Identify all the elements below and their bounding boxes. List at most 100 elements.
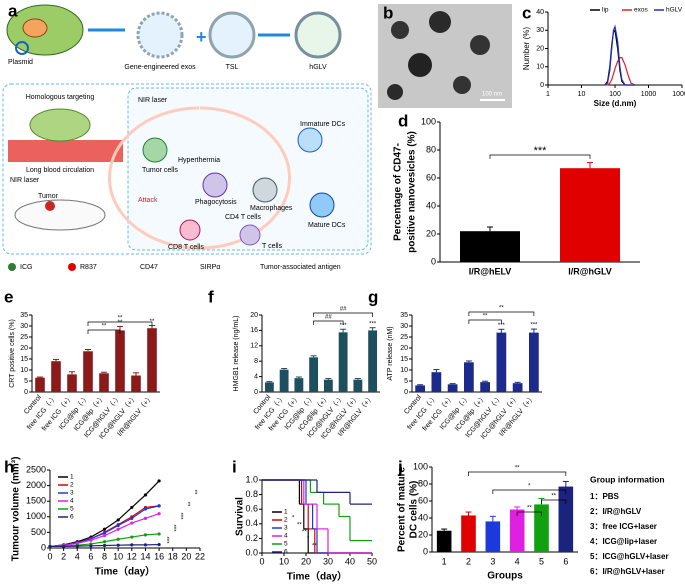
point <box>89 544 93 548</box>
x-tick-label: 6 <box>563 556 568 566</box>
annotation: ** <box>297 523 302 529</box>
panel-a-art: + Plasmid Gene-engineered exos TSL hGLV … <box>2 4 372 271</box>
y-tick-label: 80 <box>418 478 428 488</box>
y-tick-label: 20 <box>426 228 436 238</box>
bar <box>447 384 458 392</box>
y-tick-label: 15 <box>20 356 28 363</box>
vesicle <box>453 76 471 94</box>
point <box>62 544 66 549</box>
y-tick-label: 0 <box>404 389 408 396</box>
phagocyte <box>202 172 228 198</box>
group-item: 2：I/R@hGLV <box>590 507 642 516</box>
bracket <box>313 320 344 325</box>
panel-label: h <box>4 457 14 476</box>
y-tick-label: 0 <box>431 256 436 266</box>
tsl <box>208 11 256 59</box>
x-tick-label: 4 <box>75 551 80 561</box>
x-tick-label: 10 <box>279 556 289 566</box>
panel-label: a <box>8 1 18 20</box>
legend-label: 5 <box>70 506 74 513</box>
x-axis-title: Size (d.nm) <box>594 99 637 108</box>
x-tick-label: 20 <box>181 551 191 561</box>
annotation: ** <box>312 544 317 550</box>
bar <box>131 375 141 392</box>
x-tick-label: 16 <box>154 551 164 561</box>
point <box>143 533 148 537</box>
significance: *** <box>340 323 348 329</box>
y-tick-label: 0 <box>254 389 258 396</box>
annotation: * <box>528 484 531 490</box>
t-cell <box>239 224 261 246</box>
y-tick-label: 25 <box>400 334 408 341</box>
x-tick-label: 0 <box>259 556 264 566</box>
mouse <box>14 199 106 231</box>
panel-label: f <box>208 287 214 306</box>
chart: 0.0 0.2 0.4 0.6 0.8 1.0 0 10 20 30 40 50 Survival Tim… <box>235 474 377 582</box>
group-item: 3：free ICG+laser <box>590 522 657 531</box>
y-axis-title: Percent of mature <box>397 467 408 552</box>
annotation: ** <box>118 316 123 322</box>
vesicle <box>470 35 490 55</box>
x-tick-label: 1000 <box>641 91 657 98</box>
y-tick-label: 80 <box>426 144 436 154</box>
y-tick-label: 30 <box>400 323 408 330</box>
point <box>102 527 107 531</box>
bar <box>323 379 333 392</box>
panel-label: c <box>522 3 531 22</box>
legend-label: 3 <box>70 490 74 497</box>
bar <box>51 361 61 392</box>
x-tick-label: 14 <box>140 551 150 561</box>
bar <box>368 330 378 392</box>
tumor <box>45 201 55 211</box>
bar <box>560 168 620 262</box>
x-tick-label: I/R@hELV <box>469 266 512 276</box>
bar <box>353 379 363 392</box>
legend-label: lip <box>602 7 609 14</box>
bar <box>67 374 77 392</box>
blood-vessel <box>8 140 123 162</box>
series-line <box>604 24 636 86</box>
y-tick-label: 10 <box>400 367 408 374</box>
point <box>116 543 120 547</box>
y-tick-label: 40 <box>426 200 436 210</box>
plasmid <box>15 41 29 55</box>
y-axis-title: Survival <box>235 497 246 536</box>
point <box>102 543 107 548</box>
point <box>102 533 107 538</box>
legend-label: 6 <box>70 514 74 521</box>
y-axis-title: DC cells (%) <box>409 481 420 539</box>
x-tick-label: 5 <box>539 556 544 566</box>
legend-label: SIRPα <box>200 264 220 271</box>
point <box>102 540 107 544</box>
significance: ** <box>118 320 123 326</box>
panel-b: 100 nm <box>378 4 512 108</box>
y-tick-label: 1.0 <box>245 474 258 484</box>
point <box>89 538 93 542</box>
y-tick-label: 2000 <box>26 480 46 490</box>
y-tick-label: 0 <box>41 542 46 552</box>
legend-label: 3 <box>284 525 288 532</box>
y-tick-label: 0 <box>423 546 428 556</box>
y-tick-label: 30 <box>20 323 28 330</box>
y-tick-label: 35 <box>400 312 408 319</box>
x-tick-label: 18 <box>168 551 178 561</box>
y-tick-label: 0.4 <box>245 518 258 528</box>
annotation: ** <box>499 306 504 312</box>
bar <box>309 357 319 392</box>
x-axis-title: Groups <box>487 571 523 582</box>
point <box>130 543 134 547</box>
y-tick-label: 0 <box>540 82 544 89</box>
annotation: *** <box>175 524 181 532</box>
annotation: ** <box>102 324 107 330</box>
y-tick-label: 0.0 <box>245 547 258 557</box>
annotation: ## <box>340 307 347 313</box>
point <box>157 532 161 536</box>
annotation: ** <box>515 466 520 472</box>
label: hGLV <box>309 64 327 71</box>
bar <box>534 504 549 552</box>
point <box>130 505 134 510</box>
x-tick-label: I/R@hGLV <box>568 266 612 276</box>
tumor-mass <box>29 108 91 142</box>
annotation: * <box>307 537 310 543</box>
